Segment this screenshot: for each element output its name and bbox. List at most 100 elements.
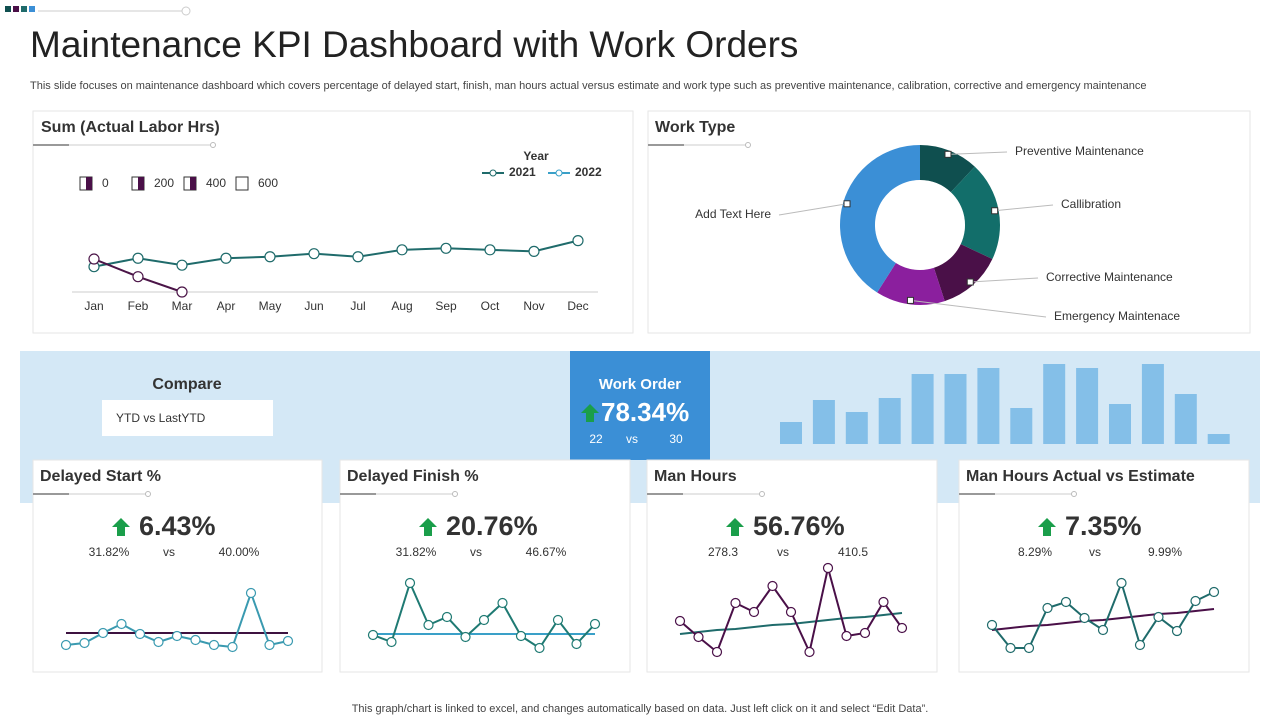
data-point xyxy=(88,253,100,265)
data-point xyxy=(1171,625,1183,637)
data-point xyxy=(282,635,294,647)
trend-line xyxy=(991,608,1215,631)
data-point xyxy=(396,244,408,256)
data-point xyxy=(1060,596,1072,608)
kpi-current: 31.82% xyxy=(89,545,130,559)
x-tick-label: Nov xyxy=(523,299,544,313)
work-order-title: Work Order xyxy=(599,376,681,393)
data-point xyxy=(208,639,220,651)
title-underline-dot xyxy=(1071,491,1077,497)
data-point xyxy=(171,630,183,642)
data-point xyxy=(572,235,584,247)
slice-label: Preventive Maintenance xyxy=(1015,144,1144,158)
kpi-target: 410.5 xyxy=(838,545,868,559)
kpi-value: 6.43% xyxy=(139,511,216,541)
up-arrow xyxy=(112,518,130,536)
x-tick-label: Jun xyxy=(304,299,323,313)
kpi-title: Man Hours Actual vs Estimate xyxy=(966,468,1195,485)
title-underline-dot xyxy=(759,491,765,497)
title-underline-dot xyxy=(745,142,751,148)
kpi-value: 7.35% xyxy=(1065,511,1142,541)
legend-title: Year xyxy=(523,149,549,163)
bar xyxy=(1010,408,1033,444)
slice-label: Add Text Here xyxy=(695,207,771,221)
leader-line xyxy=(994,204,1054,212)
kpi-target: 40.00% xyxy=(219,545,260,559)
kpi-card xyxy=(339,459,631,673)
leader-line xyxy=(778,203,848,216)
data-point xyxy=(841,630,852,642)
kpi-card xyxy=(958,459,1250,673)
data-point xyxy=(176,259,188,271)
data-point xyxy=(220,252,232,264)
work-order-left: 22 xyxy=(589,432,603,446)
kpi-title: Delayed Start % xyxy=(40,468,161,485)
x-tick-label: Feb xyxy=(128,299,149,313)
kpi-value: 20.76% xyxy=(446,511,538,541)
data-point xyxy=(674,615,686,627)
y-tick-label: 400 xyxy=(206,176,226,190)
data-point xyxy=(264,639,275,651)
data-point xyxy=(785,606,797,618)
bar xyxy=(1109,404,1131,444)
data-point xyxy=(896,622,908,634)
title-underline-dot xyxy=(452,491,458,497)
data-point xyxy=(1023,642,1035,654)
kpi-value: 56.76% xyxy=(753,511,845,541)
bar xyxy=(1207,434,1230,444)
kpi-vs: vs xyxy=(777,545,789,559)
data-point xyxy=(153,636,164,648)
data-point xyxy=(730,597,741,609)
title-underline-dot xyxy=(210,142,216,148)
bar xyxy=(845,412,868,444)
data-point xyxy=(1208,586,1220,598)
data-point xyxy=(804,646,815,658)
bar xyxy=(944,374,967,444)
x-tick-label: Dec xyxy=(567,299,588,313)
data-point xyxy=(352,251,364,263)
footer: This graph/chart is linked to excel, and… xyxy=(352,703,929,715)
panel-title: Work Type xyxy=(655,119,735,136)
data-point xyxy=(367,629,379,641)
work-order-right: 30 xyxy=(669,432,683,446)
donut-slice xyxy=(839,145,920,293)
leader-line xyxy=(910,299,1047,318)
data-point xyxy=(423,619,434,631)
deco-dot xyxy=(181,6,191,16)
data-point xyxy=(116,618,127,630)
data-point xyxy=(264,251,276,263)
compare-box[interactable] xyxy=(102,400,273,436)
x-tick-label: May xyxy=(259,299,282,313)
donut-slice xyxy=(877,262,945,305)
kpi-current: 31.82% xyxy=(396,545,437,559)
leader-line xyxy=(970,277,1039,283)
bar xyxy=(1076,368,1099,444)
data-point xyxy=(534,642,545,654)
data-point xyxy=(1079,612,1090,624)
data-point xyxy=(711,646,723,658)
leader-marker xyxy=(966,278,974,286)
donut-hole xyxy=(883,188,957,262)
title-underline-dot xyxy=(145,491,151,497)
leader-marker xyxy=(991,207,999,215)
data-point xyxy=(176,286,188,298)
kpi-current: 278.3 xyxy=(708,545,738,559)
data-point xyxy=(693,631,704,643)
panel-title: Sum (Actual Labor Hrs) xyxy=(41,119,220,136)
legend-marker xyxy=(555,169,563,177)
data-point xyxy=(440,242,452,254)
y-tick-label: 600 xyxy=(258,176,278,190)
data-point xyxy=(589,618,601,630)
panel xyxy=(32,110,634,334)
kpi-target: 46.67% xyxy=(526,545,567,559)
x-tick-label: Aug xyxy=(391,299,412,313)
deco-square xyxy=(21,6,27,12)
data-point xyxy=(552,614,564,626)
x-tick-label: Oct xyxy=(481,299,500,313)
data-point xyxy=(132,271,144,283)
data-point xyxy=(1116,577,1127,589)
data-point xyxy=(767,580,778,592)
data-point xyxy=(190,634,201,646)
donut-slice xyxy=(950,166,1000,260)
data-point xyxy=(79,637,90,649)
